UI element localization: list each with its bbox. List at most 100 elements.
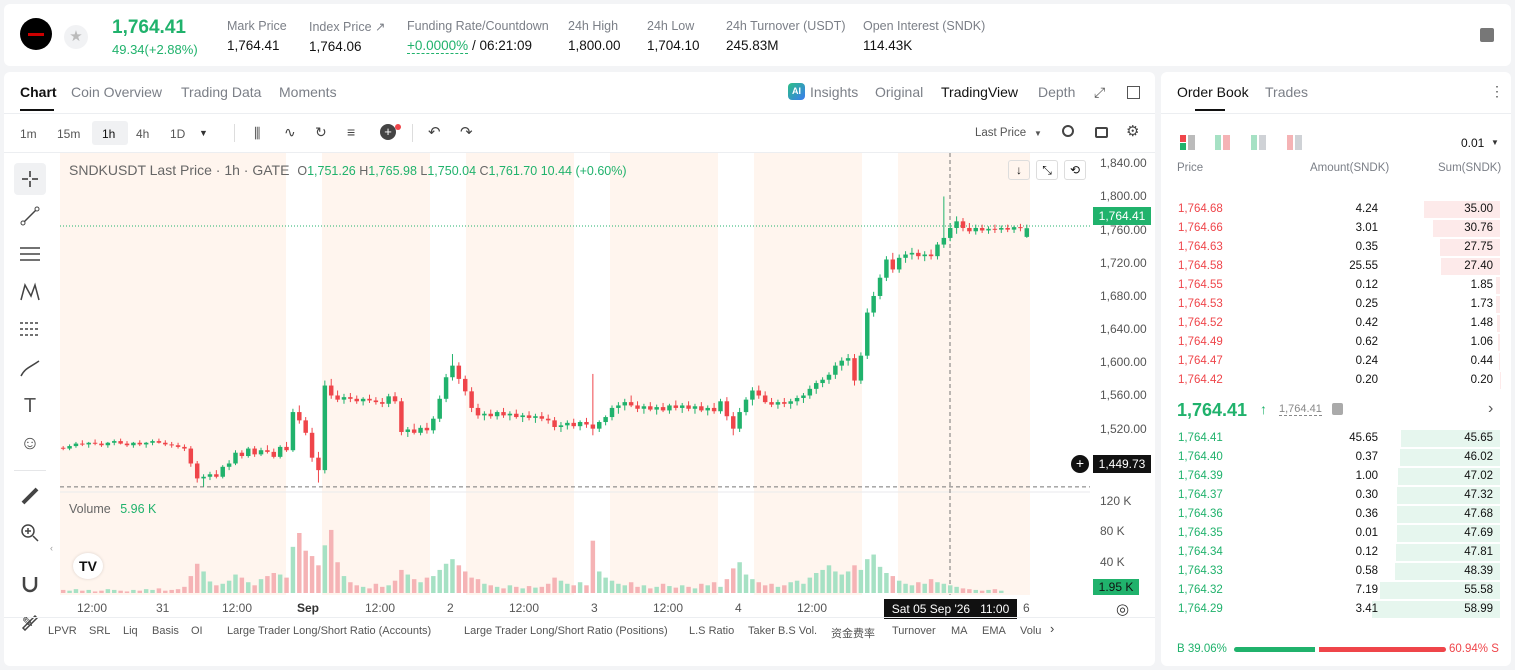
ask-row[interactable]: 1,764.66 3.01 30.76 bbox=[1168, 219, 1508, 238]
collapse-icon[interactable]: ⤡ bbox=[1036, 160, 1058, 180]
text-tool-icon[interactable]: T bbox=[23, 394, 37, 417]
bottom-tab-liq[interactable]: Liq bbox=[123, 625, 138, 637]
bid-row[interactable]: 1,764.36 0.36 47.68 bbox=[1168, 505, 1508, 524]
pattern-tool-icon[interactable] bbox=[14, 276, 46, 308]
camera-icon[interactable] bbox=[1095, 127, 1108, 138]
tab-chart[interactable]: Chart bbox=[20, 84, 57, 100]
ob-mid-chevron-icon[interactable]: › bbox=[1488, 400, 1494, 417]
bid-row[interactable]: 1,764.29 3.41 58.99 bbox=[1168, 600, 1508, 619]
indicators-icon[interactable]: ∿ bbox=[284, 124, 296, 140]
bottom-tab-volume[interactable]: Volu bbox=[1020, 625, 1042, 637]
ask-row[interactable]: 1,764.42 0.20 0.20 bbox=[1168, 371, 1508, 390]
candle-type-icon[interactable]: ⫼ bbox=[254, 125, 261, 141]
redo-icon[interactable]: ↷ bbox=[460, 124, 473, 141]
price-chart[interactable] bbox=[60, 153, 1090, 595]
crosshair-tool-icon[interactable] bbox=[14, 163, 46, 195]
bottom-tab-srl[interactable]: SRL bbox=[89, 625, 111, 637]
ask-row[interactable]: 1,764.68 4.24 35.00 bbox=[1168, 200, 1508, 219]
ask-row[interactable]: 1,764.47 0.24 0.44 bbox=[1168, 352, 1508, 371]
tab-trading-data[interactable]: Trading Data bbox=[181, 84, 262, 100]
bid-row[interactable]: 1,764.34 0.12 47.81 bbox=[1168, 543, 1508, 562]
ask-row[interactable]: 1,764.49 0.62 1.06 bbox=[1168, 333, 1508, 352]
volume-bar bbox=[233, 574, 238, 593]
bottom-tabs-next-icon[interactable]: › bbox=[1050, 621, 1055, 636]
restore-icon[interactable]: ⟲ bbox=[1064, 160, 1086, 180]
search-icon[interactable] bbox=[1062, 125, 1074, 137]
ob-view-both-icon[interactable] bbox=[1180, 135, 1195, 150]
brush-tool-icon[interactable] bbox=[14, 352, 46, 384]
fib-tool-icon[interactable] bbox=[14, 314, 46, 346]
pencil-lock-tool-icon[interactable] bbox=[14, 605, 46, 637]
candle-body bbox=[86, 442, 91, 445]
tab-moments[interactable]: Moments bbox=[279, 84, 337, 100]
tab-coin-overview[interactable]: Coin Overview bbox=[71, 84, 163, 100]
bid-row[interactable]: 1,764.32 7.19 55.58 bbox=[1168, 581, 1508, 600]
tab-insights[interactable]: Insights bbox=[810, 84, 859, 100]
favorite-star-icon[interactable]: ★ bbox=[64, 25, 88, 49]
bottom-tab-funding-rate[interactable]: 资金费率 bbox=[831, 628, 875, 640]
interval-1h[interactable]: 1h bbox=[102, 127, 116, 141]
bottom-tab-oi[interactable]: OI bbox=[191, 625, 203, 637]
bid-row[interactable]: 1,764.39 1.00 47.02 bbox=[1168, 467, 1508, 486]
tab-tradingview[interactable]: TradingView bbox=[941, 84, 1019, 100]
interval-dropdown-icon[interactable]: ▼ bbox=[199, 128, 208, 138]
undo-icon[interactable]: ↶ bbox=[428, 124, 441, 141]
candle-body bbox=[801, 395, 806, 398]
interval-4h[interactable]: 4h bbox=[136, 127, 150, 141]
ask-row[interactable]: 1,764.63 0.35 27.75 bbox=[1168, 238, 1508, 257]
bottom-tab-lt-accounts[interactable]: Large Trader Long/Short Ratio (Accounts) bbox=[227, 625, 432, 637]
add-alert-crosshair-icon[interactable]: + bbox=[1071, 455, 1089, 473]
ask-row[interactable]: 1,764.53 0.25 1.73 bbox=[1168, 295, 1508, 314]
index-price-stat[interactable]: Index Price ↗ 1,764.06 bbox=[309, 20, 386, 54]
bid-row[interactable]: 1,764.35 0.01 47.69 bbox=[1168, 524, 1508, 543]
bid-row[interactable]: 1,764.33 0.58 48.39 bbox=[1168, 562, 1508, 581]
precision-select[interactable]: 0.01 bbox=[1461, 136, 1485, 150]
price-type-select[interactable]: Last Price bbox=[975, 127, 1027, 139]
window-icon[interactable] bbox=[1127, 86, 1140, 99]
compare-icon[interactable]: ↻ bbox=[315, 124, 327, 140]
bottom-tab-turnover[interactable]: Turnover bbox=[892, 625, 936, 637]
interval-15m[interactable]: 15m bbox=[57, 127, 81, 141]
zoom-in-tool-icon[interactable] bbox=[14, 517, 46, 549]
bottom-tab-ls-ratio[interactable]: L.S Ratio bbox=[689, 625, 735, 637]
bottom-tab-lpvr[interactable]: LPVR bbox=[48, 625, 77, 637]
interval-1m[interactable]: 1m bbox=[20, 127, 37, 141]
axis-settings-icon[interactable]: ◎ bbox=[1116, 601, 1130, 618]
bid-row[interactable]: 1,764.41 45.65 45.65 bbox=[1168, 429, 1508, 448]
ob-view-asks-icon[interactable] bbox=[1287, 135, 1302, 150]
bid-row[interactable]: 1,764.37 0.30 47.32 bbox=[1168, 486, 1508, 505]
ob-view-bids-icon[interactable] bbox=[1251, 135, 1266, 150]
ruler-tool-icon[interactable] bbox=[14, 480, 46, 512]
bottom-tab-ma[interactable]: MA bbox=[951, 625, 968, 637]
interval-1d[interactable]: 1D bbox=[170, 127, 186, 141]
collapse-toolbar-icon[interactable]: ‹ bbox=[50, 543, 53, 553]
scroll-to-latest-icon[interactable]: ↓ bbox=[1008, 160, 1030, 180]
book-icon[interactable] bbox=[1480, 28, 1494, 42]
add-alert-icon[interactable]: + bbox=[380, 124, 396, 140]
bottom-tab-lt-positions[interactable]: Large Trader Long/Short Ratio (Positions… bbox=[464, 625, 668, 637]
bid-row[interactable]: 1,764.40 0.37 46.02 bbox=[1168, 448, 1508, 467]
trendline-tool-icon[interactable] bbox=[14, 200, 46, 232]
volume-bar bbox=[220, 583, 225, 593]
more-options-icon[interactable]: ⋮ bbox=[1490, 83, 1504, 99]
tab-trades[interactable]: Trades bbox=[1265, 84, 1309, 100]
bottom-tab-basis[interactable]: Basis bbox=[152, 625, 179, 637]
ob-view-buy-sell-icon[interactable] bbox=[1215, 135, 1230, 150]
pencil-icon[interactable]: ✎ bbox=[22, 614, 34, 630]
horizontal-lines-tool-icon[interactable] bbox=[14, 238, 46, 270]
ask-row[interactable]: 1,764.58 25.55 27.40 bbox=[1168, 257, 1508, 276]
tab-original[interactable]: Original bbox=[875, 84, 924, 100]
expand-icon[interactable]: ⤢ bbox=[1094, 84, 1106, 100]
gear-icon[interactable]: ⚙ bbox=[1126, 123, 1140, 140]
bottom-tab-ema[interactable]: EMA bbox=[982, 625, 1006, 637]
tab-order-book[interactable]: Order Book bbox=[1177, 84, 1249, 100]
ob-divider bbox=[1161, 113, 1511, 114]
ask-row[interactable]: 1,764.55 0.12 1.85 bbox=[1168, 276, 1508, 295]
depth-bar bbox=[1433, 220, 1500, 237]
bottom-tab-taker-vol[interactable]: Taker B.S Vol. bbox=[748, 625, 818, 637]
templates-icon[interactable]: ≡ bbox=[347, 124, 356, 140]
ask-row[interactable]: 1,764.52 0.42 1.48 bbox=[1168, 314, 1508, 333]
emoji-tool-icon[interactable]: ☺ bbox=[20, 433, 40, 454]
tab-depth[interactable]: Depth bbox=[1038, 84, 1076, 100]
magnet-tool-icon[interactable] bbox=[14, 568, 46, 600]
